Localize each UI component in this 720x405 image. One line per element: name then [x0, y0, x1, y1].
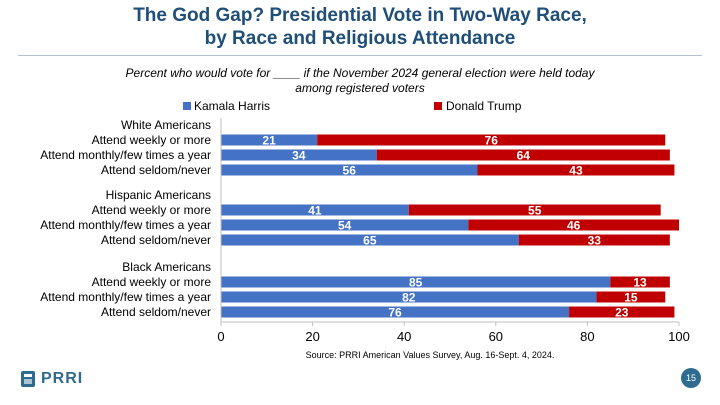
- row-label: Attend monthly/few times a year: [40, 148, 211, 162]
- bar-trump: [569, 306, 675, 318]
- bar-harris: [221, 164, 478, 176]
- bar-trump: [408, 204, 661, 216]
- data-label-trump: 76: [485, 134, 499, 148]
- row-label: Attend weekly or more: [92, 133, 212, 147]
- data-label-harris: 82: [402, 291, 416, 305]
- row-label: Attend seldom/never: [101, 305, 211, 319]
- bar-harris: [221, 234, 519, 246]
- x-tick-label: 100: [668, 329, 690, 344]
- x-tick-label: 20: [305, 329, 319, 344]
- data-label-trump: 46: [567, 219, 581, 233]
- bar-harris: [221, 149, 377, 161]
- data-label-harris: 85: [409, 276, 423, 290]
- data-label-trump: 23: [615, 306, 629, 320]
- x-tick-label: 0: [217, 329, 224, 344]
- title-divider: [18, 55, 702, 56]
- chart-title: The God Gap? Presidential Vote in Two-Wa…: [0, 4, 720, 50]
- bar-trump: [596, 291, 666, 303]
- row-label: Attend seldom/never: [101, 163, 211, 177]
- data-label-harris: 76: [388, 306, 402, 320]
- bar-harris: [221, 291, 597, 303]
- bar-harris: [221, 306, 570, 318]
- subtitle-line-1: Percent who would vote for ____ if the N…: [125, 66, 595, 80]
- chart-subtitle: Percent who would vote for ____ if the N…: [0, 66, 720, 96]
- source-note: Source: PRRI American Values Survey, Aug…: [305, 350, 555, 360]
- row-label: Attend weekly or more: [92, 203, 212, 217]
- data-label-trump: 33: [588, 234, 602, 248]
- data-label-harris: 65: [363, 234, 377, 248]
- legend-swatch-harris: [183, 102, 191, 110]
- title-line-2: by Race and Religious Attendance: [204, 28, 516, 49]
- bar-harris: [221, 204, 409, 216]
- data-label-harris: 41: [308, 204, 322, 218]
- page-number-badge: 15: [681, 368, 701, 388]
- data-label-harris: 21: [262, 134, 276, 148]
- bar-trump: [477, 164, 675, 176]
- data-label-trump: 55: [528, 204, 542, 218]
- row-label: Attend monthly/few times a year: [40, 218, 211, 232]
- x-tick-label: 40: [397, 329, 411, 344]
- x-tick-label: 60: [489, 329, 503, 344]
- logo-text: PRRI: [41, 370, 84, 387]
- data-label-trump: 13: [633, 276, 647, 290]
- data-label-harris: 54: [338, 219, 352, 233]
- data-label-trump: 15: [624, 291, 638, 305]
- legend-label-harris: Kamala Harris: [194, 99, 270, 113]
- bar-trump: [376, 149, 670, 161]
- group-label: Black Americans: [122, 260, 211, 274]
- row-label: Attend weekly or more: [92, 275, 212, 289]
- bar-trump: [518, 234, 670, 246]
- row-label: Attend seldom/never: [101, 233, 211, 247]
- bar-trump: [468, 219, 679, 231]
- bar-harris: [221, 134, 318, 146]
- prri-logo-icon: [21, 371, 35, 387]
- data-label-trump: 43: [569, 164, 583, 178]
- bar-harris: [221, 219, 469, 231]
- title-line-1: The God Gap? Presidential Vote in Two-Wa…: [133, 5, 587, 26]
- bar-harris: [221, 276, 611, 288]
- x-tick-label: 80: [580, 329, 594, 344]
- row-label: Attend monthly/few times a year: [40, 290, 211, 304]
- group-label: Hispanic Americans: [106, 188, 211, 202]
- subtitle-line-2: among registered voters: [295, 81, 425, 95]
- group-label: White Americans: [121, 118, 211, 132]
- prri-logo: PRRI: [20, 370, 83, 388]
- bar-trump: [317, 134, 666, 146]
- data-label-trump: 64: [517, 149, 531, 163]
- legend-label-trump: Donald Trump: [446, 99, 522, 113]
- bar-trump: [610, 276, 670, 288]
- data-label-harris: 34: [292, 149, 306, 163]
- legend-swatch-trump: [434, 102, 442, 110]
- data-label-harris: 56: [343, 164, 357, 178]
